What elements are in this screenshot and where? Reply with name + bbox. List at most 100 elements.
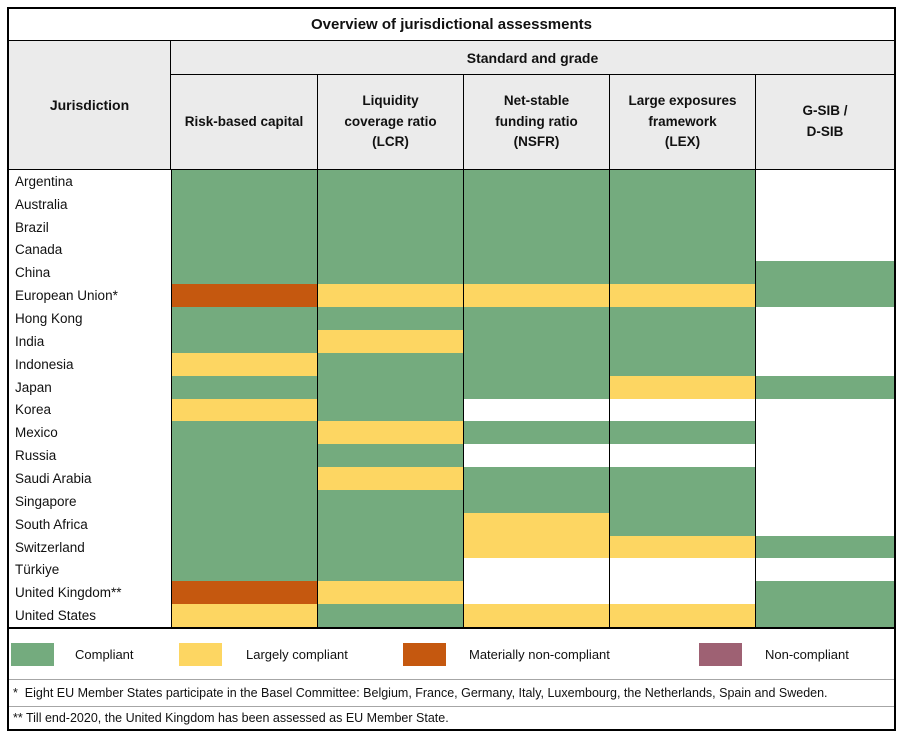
grade-cell-rbc bbox=[171, 192, 317, 216]
grade-cell-gsib bbox=[755, 558, 894, 582]
jurisdiction-label: China bbox=[9, 261, 171, 285]
column-header-line: Net-stable bbox=[503, 92, 570, 108]
column-header-line: framework bbox=[648, 113, 717, 129]
grade-cell-nsfr bbox=[463, 489, 609, 513]
grade-cell-nsfr bbox=[463, 512, 609, 536]
grade-cell-gsib bbox=[755, 535, 894, 559]
grade-cell-gsib bbox=[755, 352, 894, 376]
column-header-lex: Large exposures framework (LEX) bbox=[609, 75, 755, 169]
grade-cell-lex bbox=[609, 307, 755, 330]
grade-cell-lcr bbox=[317, 284, 463, 308]
grade-cell-nsfr bbox=[463, 467, 609, 490]
grade-cell-lex bbox=[609, 467, 755, 490]
grade-cell-lcr bbox=[317, 261, 463, 285]
grade-cell-nsfr bbox=[463, 329, 609, 353]
jurisdiction-label: Türkiye bbox=[9, 558, 171, 582]
grade-cell-gsib bbox=[755, 581, 894, 605]
grade-cell-lex bbox=[609, 284, 755, 308]
jurisdiction-label: European Union* bbox=[9, 284, 171, 308]
jurisdiction-label: Brazil bbox=[9, 215, 171, 239]
grade-cell-nsfr bbox=[463, 535, 609, 559]
grade-cell-lcr bbox=[317, 329, 463, 353]
grade-cell-rbc bbox=[171, 352, 317, 376]
grade-cell-gsib bbox=[755, 307, 894, 330]
grade-cell-rbc bbox=[171, 215, 317, 239]
jurisdiction-label: Switzerland bbox=[9, 535, 171, 559]
grade-cell-gsib bbox=[755, 329, 894, 353]
grade-cell-nsfr bbox=[463, 375, 609, 399]
grade-cell-gsib bbox=[755, 444, 894, 468]
table-header: Jurisdiction Standard and grade Risk-bas… bbox=[9, 41, 894, 170]
grade-cell-lcr bbox=[317, 398, 463, 422]
grade-cell-lcr bbox=[317, 421, 463, 445]
standard-and-grade-header: Standard and grade bbox=[171, 41, 894, 75]
grade-cell-rbc bbox=[171, 284, 317, 308]
grade-cell-nsfr bbox=[463, 444, 609, 468]
grade-cell-nsfr bbox=[463, 604, 609, 627]
grade-cell-gsib bbox=[755, 489, 894, 513]
grade-cell-nsfr bbox=[463, 192, 609, 216]
column-header-line: G-SIB / bbox=[802, 103, 848, 119]
grade-cell-lcr bbox=[317, 352, 463, 376]
column-header-line: Large exposures bbox=[628, 92, 737, 108]
grade-cell-lex bbox=[609, 375, 755, 399]
grade-cell-gsib bbox=[755, 284, 894, 308]
grade-cell-rbc bbox=[171, 489, 317, 513]
jurisdiction-label: South Africa bbox=[9, 512, 171, 536]
jurisdiction-label: Indonesia bbox=[9, 352, 171, 376]
grade-cell-rbc bbox=[171, 261, 317, 285]
grade-cell-lcr bbox=[317, 444, 463, 468]
grade-cell-rbc bbox=[171, 238, 317, 262]
grade-cell-lex bbox=[609, 398, 755, 422]
footnote-united-kingdom: ** Till end-2020, the United Kingdom has… bbox=[9, 706, 894, 729]
grade-cell-lcr bbox=[317, 467, 463, 490]
grade-cell-rbc bbox=[171, 329, 317, 353]
grade-cell-rbc bbox=[171, 170, 317, 193]
grade-cell-nsfr bbox=[463, 421, 609, 445]
grade-cell-rbc bbox=[171, 421, 317, 445]
column-header-line: Liquidity bbox=[362, 92, 419, 108]
grade-cell-nsfr bbox=[463, 558, 609, 582]
legend-label: Non-compliant bbox=[765, 647, 849, 662]
jurisdiction-label: Korea bbox=[9, 398, 171, 422]
jurisdiction-label: Saudi Arabia bbox=[9, 467, 171, 490]
column-header-line: funding ratio bbox=[495, 113, 578, 129]
grade-cell-lex bbox=[609, 444, 755, 468]
grade-cell-gsib bbox=[755, 467, 894, 490]
column-header-line: D-SIB bbox=[806, 124, 844, 139]
jurisdiction-label: Mexico bbox=[9, 421, 171, 445]
column-header-lcr: Liquidity coverage ratio (LCR) bbox=[317, 75, 463, 169]
column-header-nsfr: Net-stable funding ratio (NSFR) bbox=[463, 75, 609, 169]
grade-cell-rbc bbox=[171, 558, 317, 582]
grade-cell-gsib bbox=[755, 261, 894, 285]
grade-cell-lex bbox=[609, 604, 755, 627]
grade-cell-lcr bbox=[317, 558, 463, 582]
grade-cell-nsfr bbox=[463, 352, 609, 376]
grade-cell-gsib bbox=[755, 192, 894, 216]
legend-label: Largely compliant bbox=[246, 647, 348, 662]
grade-cell-rbc bbox=[171, 444, 317, 468]
grade-cell-nsfr bbox=[463, 215, 609, 239]
jurisdiction-label: Canada bbox=[9, 238, 171, 262]
jurisdiction-label: United States bbox=[9, 604, 171, 627]
grade-cell-lcr bbox=[317, 192, 463, 216]
grade-cell-lex bbox=[609, 192, 755, 216]
grade-cell-lex bbox=[609, 581, 755, 605]
jurisdiction-label: Australia bbox=[9, 192, 171, 216]
grade-cell-lcr bbox=[317, 238, 463, 262]
grade-cell-lex bbox=[609, 170, 755, 193]
grade-cell-nsfr bbox=[463, 284, 609, 308]
legend-swatch-mnc bbox=[403, 643, 446, 666]
grade-cell-rbc bbox=[171, 604, 317, 627]
grade-cell-lcr bbox=[317, 307, 463, 330]
grade-cell-nsfr bbox=[463, 581, 609, 605]
legend-label: Materially non-compliant bbox=[469, 647, 610, 662]
grade-cell-lex bbox=[609, 421, 755, 445]
jurisdiction-column-header: Jurisdiction bbox=[9, 41, 171, 169]
grade-cell-gsib bbox=[755, 421, 894, 445]
legend-swatch-nc bbox=[699, 643, 742, 666]
grade-cell-rbc bbox=[171, 307, 317, 330]
column-header-line: (LEX) bbox=[664, 134, 701, 150]
column-header-line: (LCR) bbox=[372, 134, 409, 150]
grade-cell-lcr bbox=[317, 489, 463, 513]
